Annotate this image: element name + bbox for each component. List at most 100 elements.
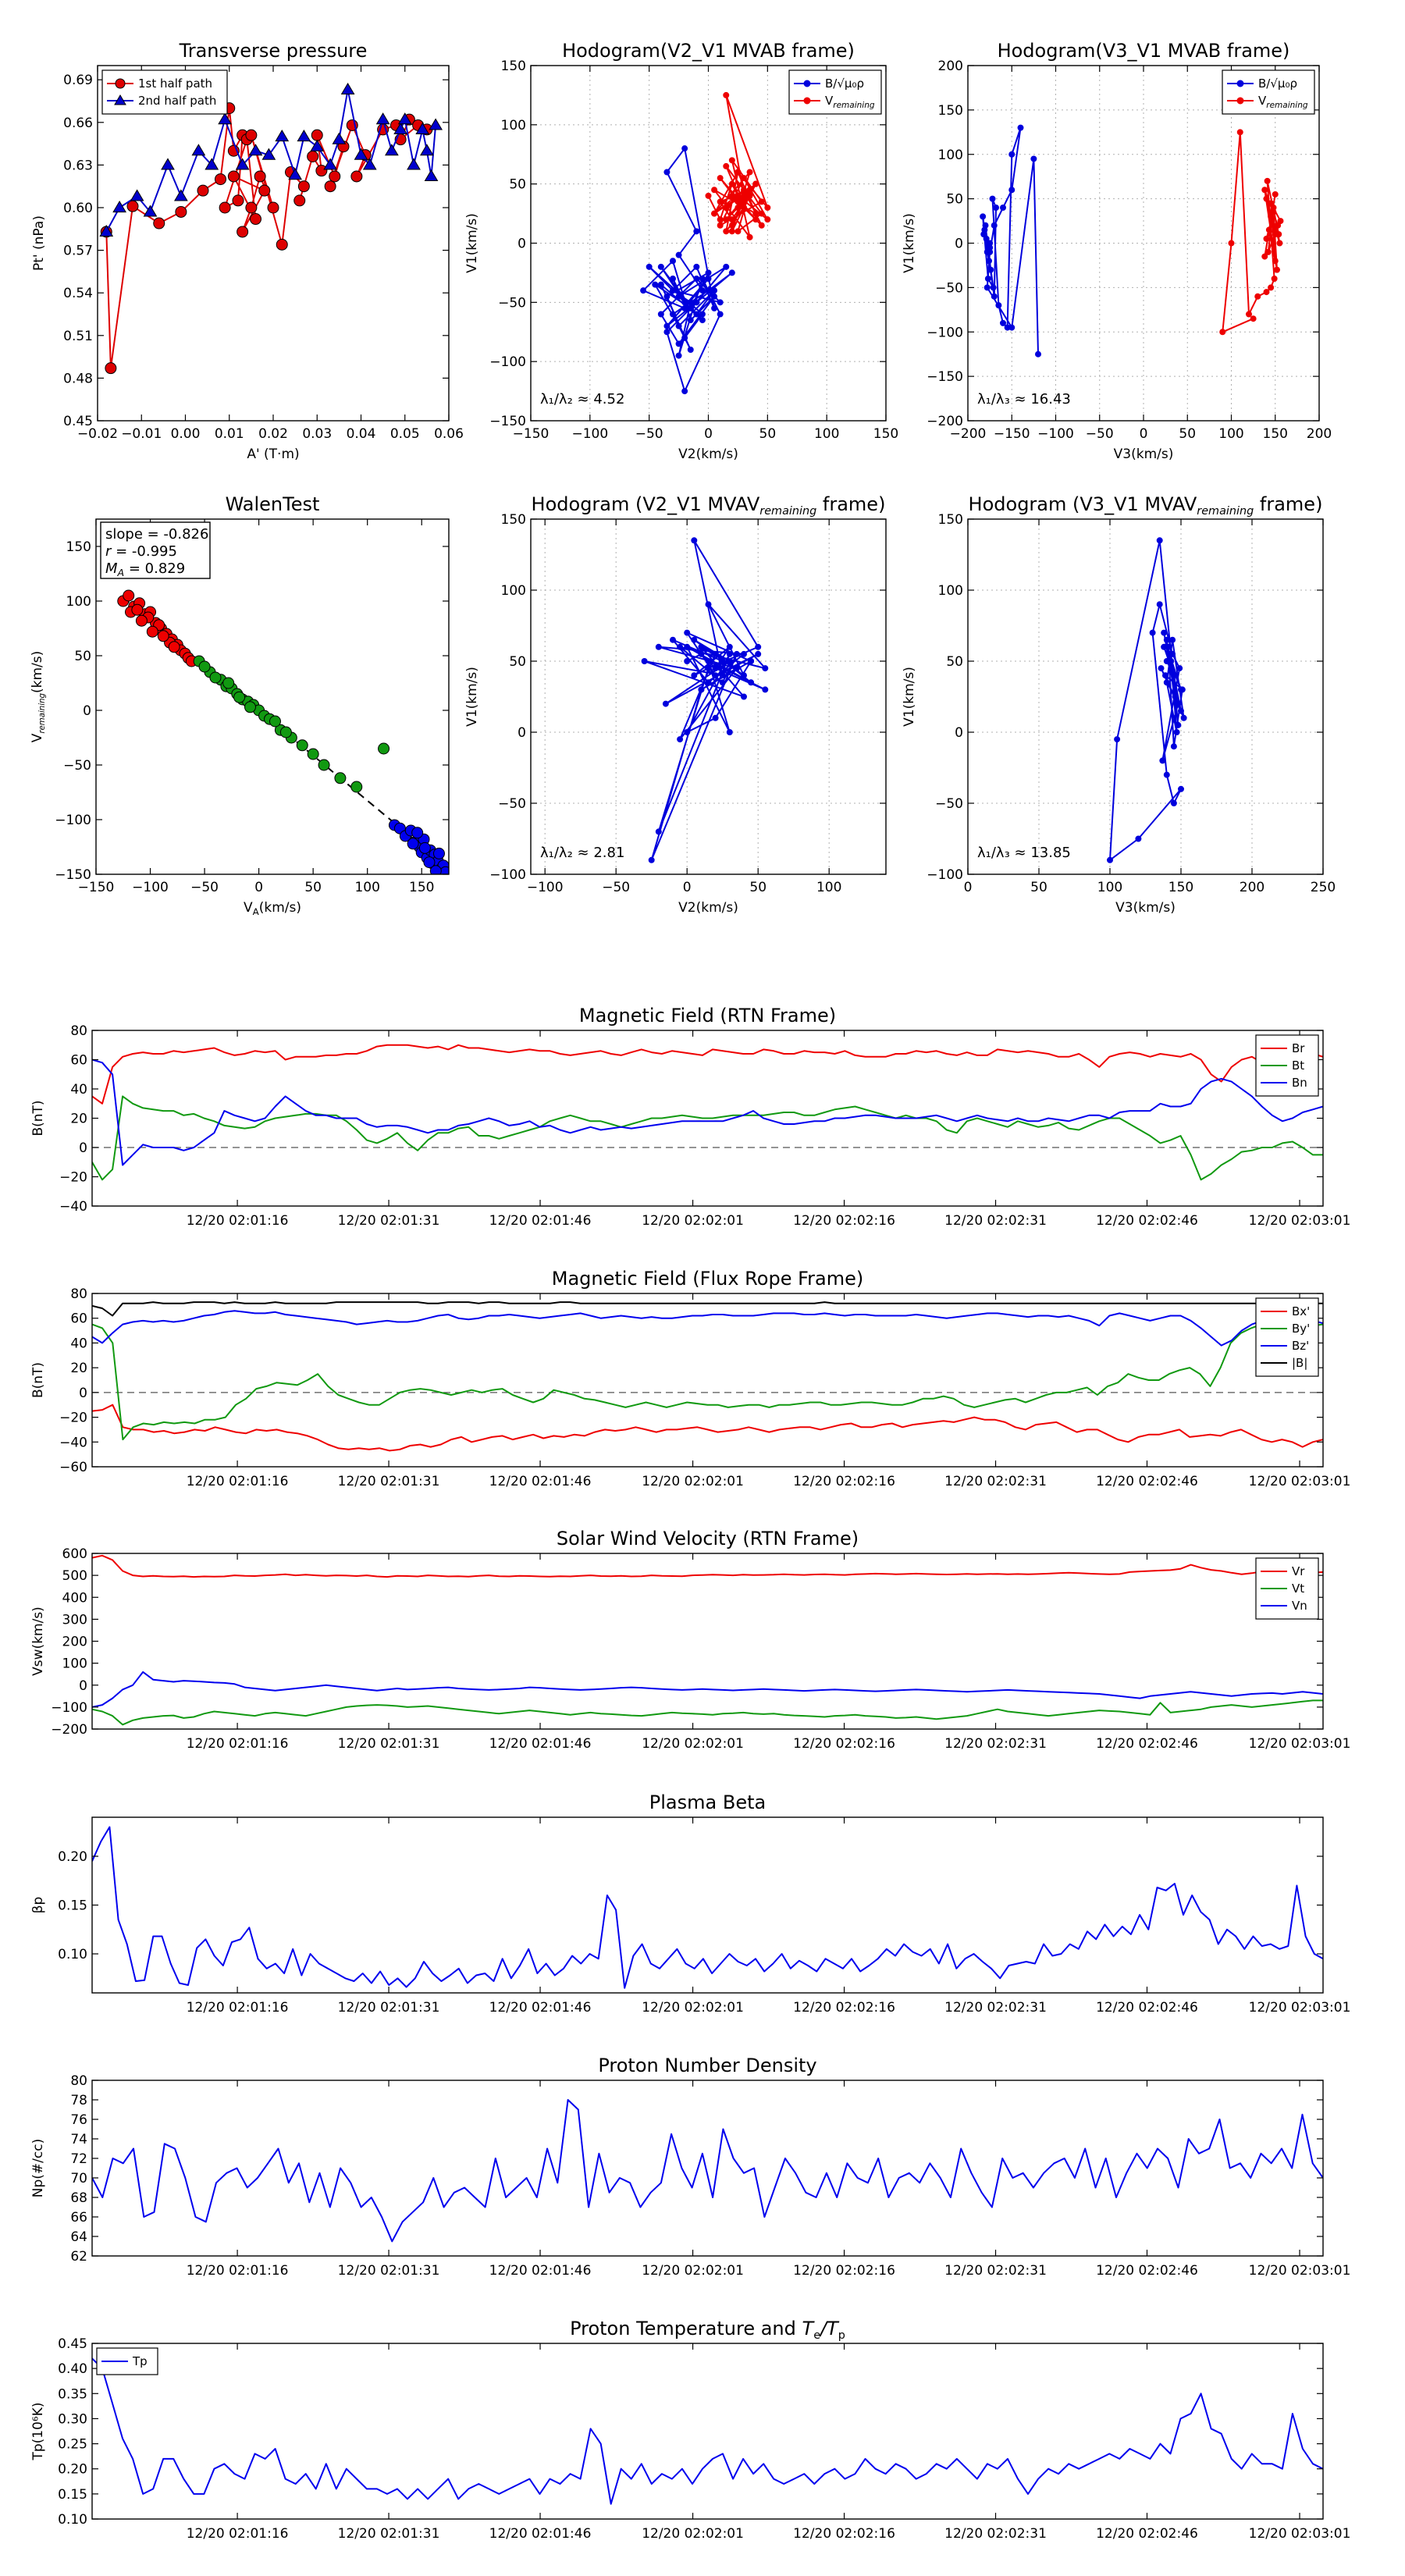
hodogram-v3v1-mvab-point bbox=[1263, 235, 1270, 242]
hodogram-v2v1-mvav-ytick-label: −50 bbox=[498, 796, 526, 812]
transverse-pressure-point bbox=[175, 205, 187, 218]
transverse-pressure-point bbox=[307, 150, 319, 162]
proton-density-time-tick-label: 12/20 02:01:16 bbox=[187, 2263, 289, 2279]
transverse-pressure-point bbox=[112, 201, 126, 213]
mag-rtn-time-tick-label: 12/20 02:02:46 bbox=[1096, 1213, 1198, 1229]
hodogram-v2v1-mvav-series-0 bbox=[643, 539, 767, 861]
mag-rtn-legend-label: Br bbox=[1292, 1041, 1305, 1055]
proton-temperature-ytick-label: 0.35 bbox=[58, 2386, 87, 2402]
mag-rtn-ytick-label: 40 bbox=[70, 1082, 87, 1098]
hodogram-v2v1-mvab-point bbox=[728, 192, 735, 199]
transverse-pressure-point bbox=[215, 173, 226, 186]
solar-wind-velocity-time-tick-label: 12/20 02:01:46 bbox=[489, 1736, 592, 1752]
mag-flux-rope-legend-label: Bx' bbox=[1292, 1304, 1310, 1318]
hodogram-v3v1-mvab-point bbox=[980, 213, 987, 220]
walen-test-point bbox=[423, 856, 436, 869]
hodogram-v2v1-mvav-point bbox=[684, 643, 691, 650]
hodogram-v2v1-mvab-point bbox=[705, 269, 712, 276]
proton-density-ytick-label: 70 bbox=[70, 2171, 87, 2186]
hodogram-v2v1-mvav-point bbox=[762, 665, 769, 672]
hodogram-v2v1-mvab-point bbox=[717, 299, 724, 306]
hodogram-v3v1-mvab-point bbox=[984, 276, 991, 282]
hodogram-v2v1-mvab-point bbox=[711, 293, 718, 300]
hodogram-v2v1-mvab-point bbox=[728, 157, 735, 164]
hodogram-v2v1-mvab-point bbox=[758, 210, 765, 217]
hodogram-v3v1-mvav-point bbox=[1169, 636, 1176, 643]
hodogram-v3v1-mvav-point bbox=[1168, 658, 1175, 664]
transverse-pressure-legend-label: 2nd half path bbox=[138, 94, 216, 108]
hodogram-v3v1-mvav-point bbox=[1170, 800, 1177, 806]
hodogram-v3v1-mvav-point bbox=[1135, 835, 1142, 842]
hodogram-v3v1-mvab-point bbox=[1008, 187, 1016, 194]
walen-test-point bbox=[146, 625, 158, 638]
hodogram-v2v1-mvab-point bbox=[675, 352, 682, 359]
mag-rtn-ytick-label: −20 bbox=[59, 1170, 87, 1186]
mag-flux-rope-time-tick-label: 12/20 02:03:01 bbox=[1249, 1474, 1351, 1489]
hodogram-v2v1-mvab-point bbox=[758, 222, 765, 229]
hodogram-v2v1-mvav-ytick-label: 100 bbox=[501, 583, 526, 599]
transverse-pressure-point bbox=[397, 112, 412, 125]
mag-flux-rope-legend-label: By' bbox=[1292, 1322, 1310, 1336]
hodogram-v2v1-mvab-point bbox=[663, 169, 670, 176]
hodogram-v3v1-mvav-xtick-label: 50 bbox=[1030, 880, 1048, 895]
hodogram-v2v1-mvab-point bbox=[728, 222, 735, 229]
proton-temperature-ytick-label: 0.45 bbox=[58, 2336, 87, 2352]
hodogram-v2v1-mvab-point bbox=[705, 276, 712, 282]
hodogram-v2v1-mvab-point bbox=[670, 276, 676, 282]
transverse-pressure-xtick-label: 0.01 bbox=[215, 426, 244, 442]
transverse-pressure-point bbox=[332, 132, 347, 144]
hodogram-v2v1-mvab-point bbox=[735, 205, 742, 211]
proton-temperature-ytick-label: 0.20 bbox=[58, 2462, 87, 2478]
walen-test-xtick-label: −50 bbox=[190, 880, 219, 895]
hodogram-v2v1-mvav-point bbox=[698, 643, 705, 650]
proton-density-ytick-label: 74 bbox=[70, 2132, 87, 2147]
hodogram-v2v1-mvab-ytick-label: −150 bbox=[489, 414, 526, 429]
hodogram-v2v1-mvav-xtick-label: −100 bbox=[527, 880, 564, 895]
transverse-pressure-point bbox=[191, 144, 206, 156]
hodogram-v2v1-mvab-xtick-label: −100 bbox=[571, 426, 608, 442]
hodogram-v3v1-mvav-point bbox=[1165, 643, 1172, 650]
hodogram-v3v1-mvav-point bbox=[1180, 714, 1187, 721]
hodogram-v2v1-mvav-point bbox=[755, 650, 762, 657]
hodogram-v2v1-mvab-annotation: λ₁/λ₂ ≈ 4.52 bbox=[540, 391, 624, 407]
hodogram-v2v1-mvab-point bbox=[723, 162, 730, 169]
transverse-pressure-ytick-label: 0.63 bbox=[63, 158, 93, 173]
solar-wind-velocity-ytick-label: 0 bbox=[79, 1678, 87, 1694]
hodogram-v2v1-mvab-legend-label: B/√μ₀ρ bbox=[825, 76, 864, 91]
solar-wind-velocity-ytick-label: 300 bbox=[62, 1612, 87, 1628]
hodogram-v2v1-mvab-xtick-label: 100 bbox=[814, 426, 839, 442]
proton-density-ylabel: Np(#/cc) bbox=[30, 2139, 46, 2197]
transverse-pressure-point bbox=[197, 184, 209, 197]
proton-temperature-time-tick-label: 12/20 02:02:46 bbox=[1096, 2526, 1198, 2542]
mag-flux-rope-series-3 bbox=[92, 1301, 1323, 1317]
hodogram-v2v1-mvab-point bbox=[693, 263, 700, 270]
solar-wind-velocity-time-tick-label: 12/20 02:01:16 bbox=[187, 1736, 289, 1752]
hodogram-v2v1-mvav-point bbox=[733, 665, 740, 672]
hodogram-v3v1-mvab-ytick-label: −150 bbox=[927, 369, 963, 385]
mag-flux-rope-ytick-label: 20 bbox=[70, 1361, 87, 1376]
transverse-pressure-xtick-label: 0.03 bbox=[302, 426, 332, 442]
transverse-pressure-point bbox=[174, 189, 188, 201]
proton-density-series-0 bbox=[92, 2099, 1323, 2243]
solar-wind-velocity-ytick-label: −200 bbox=[51, 1722, 87, 1738]
transverse-pressure-point bbox=[297, 130, 311, 142]
mag-flux-rope-series-2 bbox=[92, 1310, 1323, 1347]
hodogram-v2v1-mvav-point bbox=[726, 658, 733, 664]
hodogram-v3v1-mvab-point bbox=[1275, 222, 1282, 229]
hodogram-v3v1-mvab-point bbox=[983, 235, 990, 242]
hodogram-v3v1-mvab-point bbox=[1000, 319, 1006, 326]
proton-density-axes-frame bbox=[91, 2080, 1324, 2257]
transverse-pressure-ytick-label: 0.60 bbox=[63, 201, 93, 216]
hodogram-v2v1-mvab-point bbox=[670, 311, 676, 318]
plasma-beta-series-0 bbox=[92, 1826, 1323, 1989]
solar-wind-velocity-time-tick-label: 12/20 02:03:01 bbox=[1249, 1736, 1351, 1752]
hodogram-v3v1-mvab-panel: Hodogram(V3_V1 MVAB frame) −200 −150 −100 −5… bbox=[902, 40, 1332, 462]
hodogram-v3v1-mvab-point bbox=[1008, 151, 1016, 158]
hodogram-v2v1-mvab-point bbox=[735, 192, 742, 199]
walen-test-xtick-label: −100 bbox=[132, 880, 169, 895]
plasma-beta-ylabel: βp bbox=[30, 1897, 46, 1914]
transverse-pressure-title: Transverse pressure bbox=[179, 40, 368, 62]
transverse-pressure-point bbox=[424, 169, 439, 182]
hodogram-v3v1-mvab-ytick-label: 0 bbox=[955, 237, 963, 252]
walen-test-point bbox=[350, 781, 363, 793]
